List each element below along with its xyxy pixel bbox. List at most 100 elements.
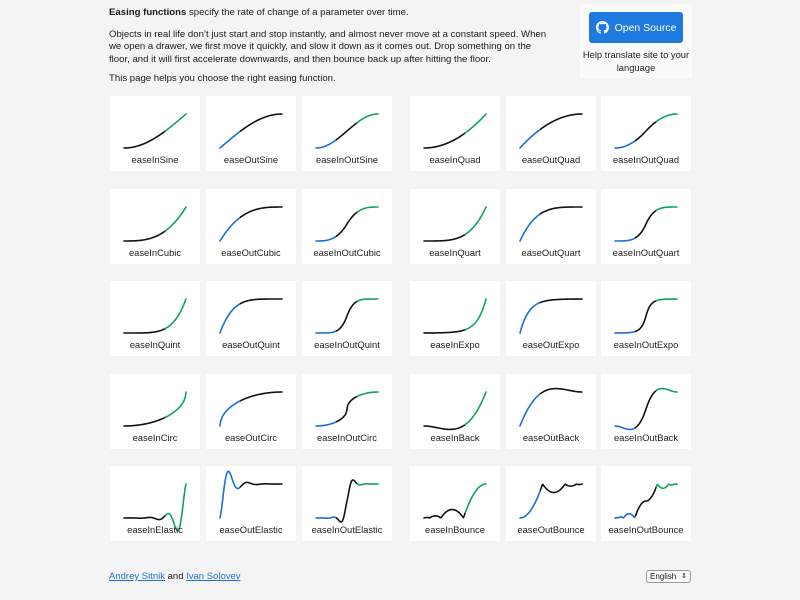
out-segment <box>655 113 678 123</box>
language-select[interactable]: English ⇕ <box>646 570 691 583</box>
easing-card-easeInOutCubic[interactable]: easeInOutCubic <box>302 189 392 264</box>
easing-card-easeOutQuart[interactable]: easeOutQuart <box>506 189 596 264</box>
easing-card-easeInOutExpo[interactable]: easeInOutExpo <box>601 281 691 356</box>
easing-curve-graph <box>123 483 187 532</box>
in-segment <box>614 512 637 519</box>
easing-card-easeInOutBounce[interactable]: easeInOutBounce <box>601 466 691 541</box>
easing-curve-graph <box>123 391 187 427</box>
curve-segment <box>123 514 167 521</box>
easing-card-easeOutSine[interactable]: easeOutSine <box>206 96 296 171</box>
out-segment <box>356 206 379 213</box>
easing-curve-graph <box>219 113 283 149</box>
easing-name: easeOutCirc <box>224 432 278 443</box>
out-segment <box>655 298 678 302</box>
out-segment <box>164 113 187 132</box>
in-segment <box>519 488 542 519</box>
easing-card-easeInCirc[interactable]: easeInCirc <box>110 374 200 449</box>
easing-curve-graph <box>423 391 487 431</box>
in-segment <box>614 236 637 242</box>
language-selected: English <box>650 572 677 581</box>
easing-name: easeInOutCirc <box>317 432 377 443</box>
easing-name: easeInBack <box>430 432 480 443</box>
author-link-andrey[interactable]: Andrey Sitnik <box>109 571 165 582</box>
easing-name: easeInOutQuart <box>612 247 680 258</box>
intro-title: Easing functions <box>109 7 187 18</box>
easing-card-easeInOutQuad[interactable]: easeInOutQuad <box>601 96 691 171</box>
out-segment <box>164 206 187 232</box>
easing-card-easeInSine[interactable]: easeInSine <box>110 96 200 171</box>
curve-segment <box>634 209 658 239</box>
easing-curve-graph <box>423 483 487 519</box>
easing-name: easeOutSine <box>223 154 279 165</box>
easing-card-easeInOutElastic[interactable]: easeInOutElastic <box>302 466 392 541</box>
easing-card-easeOutElastic[interactable]: easeOutElastic <box>206 466 296 541</box>
out-segment <box>164 391 187 419</box>
in-segment <box>614 139 637 149</box>
easing-name: easeOutElastic <box>219 524 283 535</box>
easing-curve-graph <box>123 113 187 149</box>
out-segment <box>356 298 379 303</box>
curve-segment <box>423 508 467 519</box>
curve-segment <box>634 120 658 142</box>
curve-segment <box>634 389 658 429</box>
easing-card-easeInBack[interactable]: easeInBack <box>410 374 500 449</box>
easing-name: easeOutQuad <box>521 154 581 165</box>
easing-curve-graph <box>219 391 283 427</box>
out-segment <box>464 206 487 236</box>
easing-name: easeInQuint <box>129 339 181 350</box>
intro-lead: Easing functions specify the rate of cha… <box>109 7 549 20</box>
easing-card-easeOutQuint[interactable]: easeOutQuint <box>206 281 296 356</box>
easing-card-easeOutQuad[interactable]: easeOutQuad <box>506 96 596 171</box>
easing-name: easeInOutSine <box>315 154 379 165</box>
easing-card-easeInOutQuint[interactable]: easeInOutQuint <box>302 281 392 356</box>
footer-and: and <box>164 571 187 582</box>
in-segment <box>519 212 542 242</box>
easing-card-easeInExpo[interactable]: easeInExpo <box>410 281 500 356</box>
curve-segment <box>539 387 583 395</box>
in-segment <box>315 235 338 242</box>
in-segment <box>219 130 242 149</box>
easing-card-easeInBounce[interactable]: easeInBounce <box>410 466 500 541</box>
translate-help-text: Help translate site to your language <box>582 49 690 73</box>
easing-card-easeInQuint[interactable]: easeInQuint <box>110 281 200 356</box>
curve-segment <box>634 299 658 333</box>
easing-curve-graph <box>123 206 187 242</box>
easing-card-easeOutBack[interactable]: easeOutBack <box>506 374 596 449</box>
open-source-button[interactable]: Open Source <box>589 12 683 43</box>
easing-curve-graph <box>315 113 379 149</box>
out-segment <box>464 483 487 514</box>
easing-curve-graph <box>614 113 678 149</box>
easing-card-easeInCubic[interactable]: easeInCubic <box>110 189 200 264</box>
github-icon <box>595 21 609 34</box>
easing-card-easeInOutCirc[interactable]: easeInOutCirc <box>302 374 392 449</box>
easing-card-easeOutCubic[interactable]: easeOutCubic <box>206 189 296 264</box>
in-segment <box>219 216 242 242</box>
easing-name: easeOutBounce <box>517 524 585 535</box>
easing-curve-graph <box>423 206 487 242</box>
out-segment <box>356 483 379 486</box>
easing-card-easeInQuad[interactable]: easeInQuad <box>410 96 500 171</box>
easing-card-easeInOutQuart[interactable]: easeInOutQuart <box>601 189 691 264</box>
easing-card-easeOutCirc[interactable]: easeOutCirc <box>206 374 296 449</box>
easing-card-easeInOutSine[interactable]: easeInOutSine <box>302 96 392 171</box>
easing-card-easeInQuart[interactable]: easeInQuart <box>410 189 500 264</box>
out-segment <box>164 483 187 532</box>
in-segment <box>614 330 637 334</box>
easing-card-easeOutBounce[interactable]: easeOutBounce <box>506 466 596 541</box>
easing-curve-graph <box>315 206 379 242</box>
easing-curve-graph <box>614 483 678 519</box>
easing-card-easeInOutBack[interactable]: easeInOutBack <box>601 374 691 449</box>
easing-curve-graph <box>519 483 583 519</box>
open-source-label: Open Source <box>614 21 677 34</box>
in-segment <box>315 516 338 519</box>
author-link-ivan[interactable]: Ivan Solovev <box>186 571 241 582</box>
in-segment <box>219 302 242 334</box>
easing-name: easeInExpo <box>430 339 480 350</box>
easing-card-easeInElastic[interactable]: easeInElastic <box>110 466 200 541</box>
in-segment <box>519 301 542 334</box>
out-segment <box>655 206 678 212</box>
curve-segment <box>423 423 467 431</box>
curve-segment <box>423 132 467 149</box>
easing-card-easeOutExpo[interactable]: easeOutExpo <box>506 281 596 356</box>
